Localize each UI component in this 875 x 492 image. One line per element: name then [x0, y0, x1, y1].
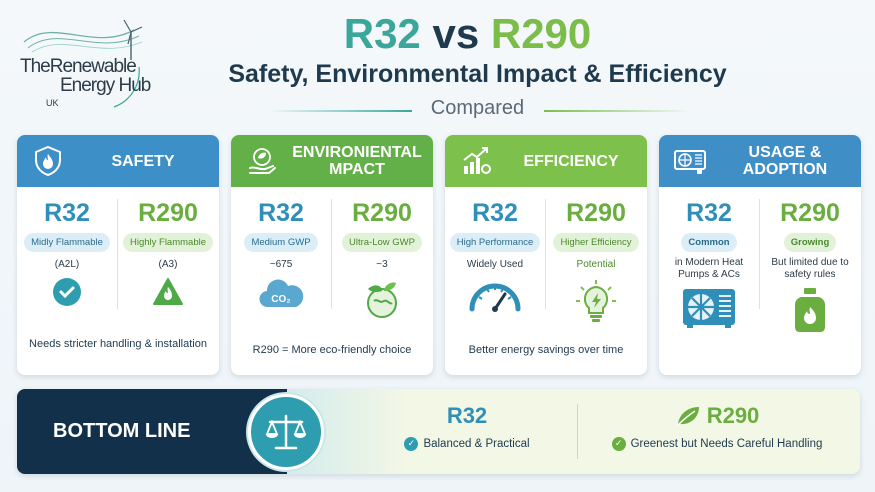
bottom-divider: [577, 404, 578, 459]
heat-pump-icon: [683, 289, 735, 328]
wind-turbine-logo-icon: [23, 19, 143, 108]
card-title: EFFICIENCY: [523, 152, 619, 170]
summary-text: Balanced & Practical: [423, 438, 530, 450]
card-header: EFFICIENCY: [445, 135, 647, 187]
card-header: USAGE & ADOPTION: [659, 135, 861, 187]
gauge-icon: [469, 283, 521, 312]
card-title: ENVIRONIENTAL MPACT: [292, 144, 422, 178]
shield-flame-icon: [35, 145, 61, 177]
page-subtitle: Safety, Environmental Impact & Efficienc…: [228, 60, 727, 88]
refrigerant-name: R290: [780, 199, 840, 227]
bottom-r32-summary: R32 ✓ Balanced & Practical: [397, 403, 537, 451]
column-divider: [545, 199, 546, 309]
r290-column: R290 Ultra-Low GWP ~3: [332, 199, 432, 321]
flame-warning-icon: [153, 278, 183, 305]
performance-pill: Higher Efficiency: [553, 233, 639, 252]
bottom-line-banner: BOTTOM LINE R32 ✓ Balanced & Practical R…: [17, 389, 860, 474]
compared-label: Compared: [430, 97, 525, 119]
bottom-line-dark-panel: [17, 389, 287, 474]
r32-column: R32 Medium GWP ~675 CO₂: [231, 199, 331, 311]
brand-logo: TheRenewable Energy Hub UK: [14, 12, 174, 112]
adoption-pill: Common: [681, 233, 737, 252]
growth-chart-icon: [463, 147, 491, 174]
logo-text-line1: TheRenewable: [20, 56, 137, 77]
card-footer: Needs stricter handling & installation: [29, 338, 207, 350]
gwp-value: ~3: [376, 259, 388, 270]
performance-note: Potential: [576, 259, 616, 270]
rating-value: (A3): [158, 259, 178, 270]
rating-pill: Highly Flammable: [122, 233, 214, 252]
refrigerant-name: R290: [352, 199, 412, 227]
card-footer: R290 = More eco-friendly choice: [252, 344, 412, 356]
card-title: SAFETY: [111, 152, 175, 170]
card-title: USAGE & ADOPTION: [742, 144, 828, 178]
gwp-pill: Medium GWP: [244, 233, 318, 252]
refrigerant-name: R290: [566, 199, 626, 227]
refrigerant-name: R32: [44, 199, 90, 227]
refrigerant-name: R32: [686, 199, 732, 227]
bottom-line-label: BOTTOM LINE: [53, 420, 191, 442]
check-icon: ✓: [404, 437, 419, 451]
refrigerant-name: R290: [138, 199, 198, 227]
r32-column: R32 High Performance Widely Used: [445, 199, 545, 313]
performance-note: Widely Used: [466, 259, 524, 270]
rating-pill: Midly Flammable: [24, 233, 110, 252]
rating-value: (A2L): [54, 259, 80, 270]
efficiency-card: EFFICIENCY R32 High Performance Widely U…: [445, 135, 647, 375]
gwp-pill: Ultra-Low GWP: [342, 233, 422, 252]
r290-column: R290 Highly Flammable (A3): [118, 199, 218, 307]
r32-column: R32 Midly Flammable (A2L): [17, 199, 117, 307]
title-refrigerant-b: R290: [490, 10, 592, 57]
r290-column: R290 Growing But limited due to safety r…: [760, 199, 860, 333]
leaf-icon: [677, 407, 699, 426]
ac-unit-icon: [674, 150, 706, 174]
divider-line-left: [268, 110, 412, 112]
safety-card: SAFETY R32 Midly Flammable (A2L) R290 Hi…: [17, 135, 219, 375]
lightbulb-icon: [576, 280, 616, 322]
summary-refrigerant-name: R32: [446, 403, 488, 428]
title-vs: vs: [420, 10, 491, 57]
refrigerant-name: R32: [258, 199, 304, 227]
environmental-card: ENVIRONIENTAL MPACT R32 Medium GWP ~675 …: [231, 135, 433, 375]
card-header: SAFETY: [17, 135, 219, 187]
adoption-note: But limited due to safety rules: [771, 257, 849, 280]
adoption-note: in Modern Heat Pumps & ACs: [674, 257, 744, 280]
divider-line-right: [544, 110, 692, 112]
logo-text-line2: Energy Hub: [60, 75, 151, 96]
eco-hand-icon: [249, 148, 276, 174]
gas-cylinder-icon: [795, 288, 825, 332]
page-title: R32 vs R290: [0, 8, 875, 60]
column-divider: [331, 199, 332, 309]
performance-pill: High Performance: [449, 233, 541, 252]
title-refrigerant-a: R32: [343, 10, 421, 57]
card-header: ENVIRONIENTAL MPACT: [231, 135, 433, 187]
svg-text:CO₂: CO₂: [271, 294, 290, 305]
column-divider: [117, 199, 118, 309]
r290-column: R290 Higher Efficiency Potential: [546, 199, 646, 323]
refrigerant-name: R32: [472, 199, 518, 227]
column-divider: [759, 199, 760, 309]
co2-cloud-icon: CO₂: [259, 279, 304, 308]
logo-country: UK: [46, 98, 59, 108]
summary-text: Greenest but Needs Careful Handling: [630, 438, 823, 450]
adoption-pill: Growing: [783, 233, 837, 252]
r32-column: R32 Common in Modern Heat Pumps & ACs: [659, 199, 759, 329]
balance-scale-icon: [248, 394, 324, 470]
card-footer: Better energy savings over time: [468, 344, 624, 356]
check-circle-icon: [53, 278, 81, 306]
check-icon: ✓: [611, 437, 626, 451]
usage-card: USAGE & ADOPTION R32 Common in Modern He…: [659, 135, 861, 375]
bottom-r290-summary: R290 ✓ Greenest but Needs Careful Handli…: [597, 403, 837, 451]
eco-globe-icon: [367, 282, 397, 318]
gwp-value: ~675: [269, 259, 293, 270]
summary-refrigerant-name: R290: [706, 403, 760, 428]
